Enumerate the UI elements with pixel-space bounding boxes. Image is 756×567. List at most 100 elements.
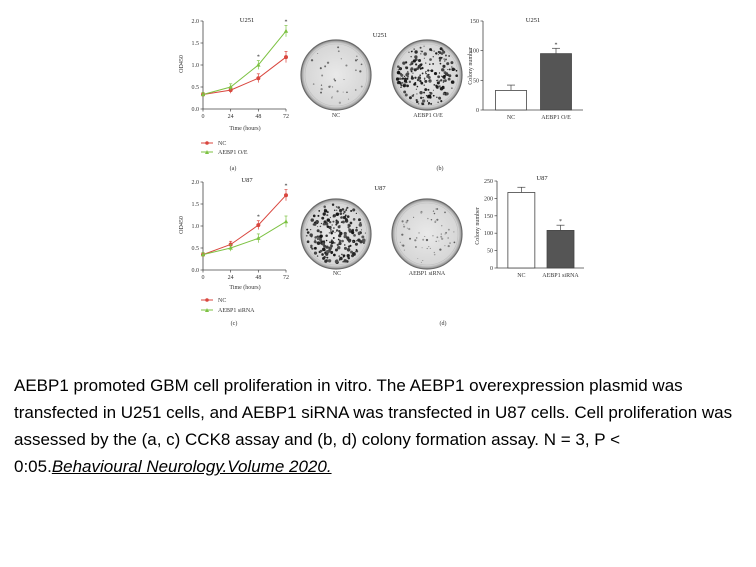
colony	[333, 209, 336, 212]
y-tick-label: 0.0	[192, 268, 200, 274]
colony-plates-u251: U251 NC AEBP1 O/E (b)	[300, 32, 463, 172]
colony	[320, 87, 323, 91]
colony	[324, 256, 327, 259]
colony	[335, 259, 339, 262]
colony	[423, 91, 426, 94]
colony	[448, 74, 452, 78]
colony	[337, 50, 340, 53]
colony	[445, 92, 449, 96]
colony	[399, 72, 403, 76]
colony	[355, 249, 358, 251]
colony	[406, 75, 409, 78]
colony	[360, 63, 363, 66]
colony	[342, 91, 344, 93]
colony	[336, 243, 339, 247]
colony	[311, 247, 314, 250]
colony	[439, 47, 443, 51]
colony	[445, 58, 447, 61]
y-tick-label: 0	[476, 108, 479, 114]
colony	[326, 218, 331, 222]
bar-1	[540, 53, 572, 111]
colony	[403, 224, 405, 225]
colony	[406, 77, 409, 80]
colony	[427, 94, 432, 99]
colony	[437, 75, 441, 79]
colony	[340, 221, 343, 224]
colony	[332, 220, 335, 223]
colony	[347, 226, 349, 228]
colony	[451, 87, 453, 89]
colony	[328, 232, 330, 234]
colony	[415, 246, 417, 248]
colony	[325, 239, 328, 242]
colony	[331, 203, 335, 206]
colony	[361, 235, 365, 239]
colony	[427, 103, 430, 105]
colony	[436, 218, 439, 221]
colony	[324, 240, 326, 242]
colony	[432, 94, 435, 97]
colony	[329, 246, 332, 249]
colony	[334, 248, 338, 252]
colony	[349, 221, 353, 225]
colony	[316, 255, 319, 257]
colony	[426, 247, 428, 250]
colony	[415, 63, 418, 66]
colony	[326, 211, 329, 214]
significance-star: *	[285, 20, 288, 26]
colony	[332, 240, 334, 242]
colony	[444, 245, 446, 247]
x-tick-label: 72	[283, 275, 289, 281]
colony	[428, 246, 430, 248]
colony	[406, 227, 408, 229]
colony	[420, 261, 422, 263]
legend-marker-nc	[205, 298, 209, 302]
colony	[326, 256, 329, 259]
x-tick-label: 0	[202, 114, 205, 120]
colony	[403, 249, 405, 251]
colony	[331, 230, 335, 233]
colony	[437, 79, 439, 81]
colony	[415, 88, 418, 90]
colony	[355, 251, 357, 253]
colony	[405, 82, 407, 84]
bar-chart-u251: U251 Colony number 0 50 100 150 NC * AEBP1 O/E	[468, 17, 583, 121]
colony	[333, 253, 336, 257]
colony	[414, 76, 417, 79]
colony	[338, 101, 342, 104]
colony	[439, 80, 441, 82]
colony	[325, 249, 329, 253]
colony	[423, 45, 425, 47]
colony	[401, 220, 404, 223]
panel-label-d: (d)	[440, 320, 447, 327]
colony	[355, 226, 358, 229]
colony	[318, 237, 322, 241]
colony	[420, 81, 424, 85]
colony	[348, 228, 352, 232]
colony	[326, 214, 329, 217]
colony	[313, 222, 317, 226]
colony	[310, 218, 314, 222]
colony	[432, 89, 434, 91]
colony	[356, 55, 358, 57]
colony	[429, 79, 431, 81]
colony	[324, 259, 328, 263]
plate-nc	[300, 198, 372, 270]
colony	[355, 212, 357, 215]
colony	[440, 233, 442, 235]
significance-star: *	[257, 55, 260, 61]
colony	[325, 234, 328, 237]
colony	[343, 246, 347, 250]
caption-citation: Behavioural Neurology.Volume 2020.	[51, 457, 332, 476]
colony	[329, 221, 332, 224]
series-line-1	[202, 30, 287, 95]
colony	[359, 240, 363, 244]
colony	[418, 232, 420, 234]
colony	[317, 53, 319, 54]
legend-label-nc: NC	[218, 298, 226, 304]
colony	[413, 216, 415, 218]
colony	[423, 84, 425, 86]
colony	[399, 241, 401, 243]
y-tick-label: 0.0	[192, 107, 200, 113]
plate-nc	[300, 39, 372, 111]
